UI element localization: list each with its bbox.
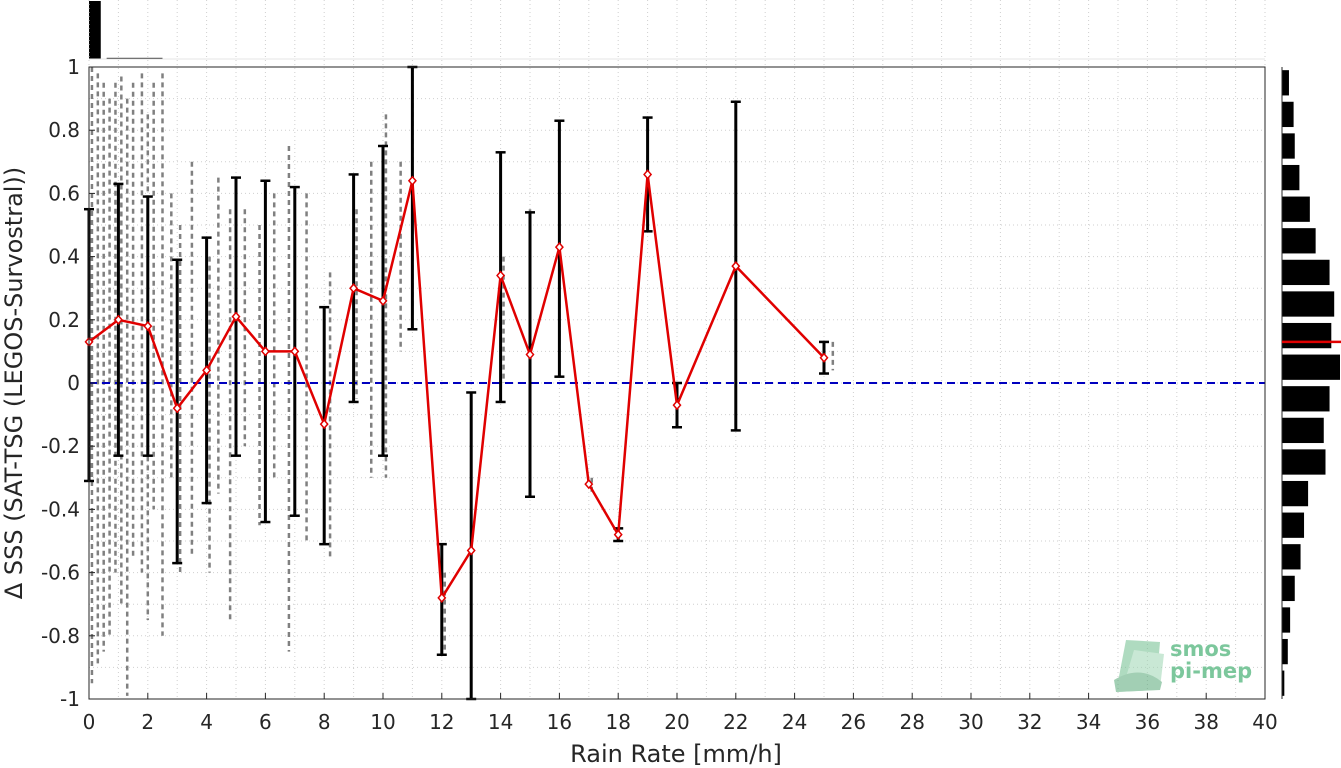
logo-mark-icon — [1114, 640, 1164, 692]
mean-point — [672, 399, 682, 411]
y-tick-label: 0.8 — [48, 118, 80, 142]
y-tick-label: 1 — [67, 55, 80, 79]
y-tick-label: 0.2 — [48, 308, 80, 332]
right-hist-bar — [1282, 480, 1309, 507]
mean-point — [319, 418, 329, 430]
y-tick-label: 0.6 — [48, 181, 80, 205]
y-tick-label: -0.4 — [41, 497, 80, 521]
top-hist-bar — [106, 57, 163, 59]
x-tick-label: 8 — [318, 710, 331, 734]
right-hist-bar — [1282, 291, 1335, 317]
mean-point — [613, 529, 623, 540]
mean-polyline — [88, 174, 825, 602]
x-tick-label: 24 — [782, 710, 807, 734]
x-axis-label: Rain Rate [mm/h] — [570, 740, 782, 768]
x-tick-label: 14 — [488, 710, 513, 734]
x-tick-label: 0 — [83, 710, 96, 734]
mean-line — [84, 169, 829, 604]
right-hist-bar — [1282, 544, 1301, 570]
right-hist-bar — [1282, 417, 1324, 444]
mean-point — [407, 175, 417, 186]
y-tick-label: 0.4 — [48, 245, 80, 269]
x-tick-label: 32 — [1017, 710, 1042, 734]
right-hist-bar — [1282, 607, 1291, 633]
x-tick-label: 20 — [664, 710, 689, 734]
axes — [88, 66, 1266, 700]
mean-point — [525, 349, 535, 360]
mean-point — [143, 320, 153, 332]
right-hist-bar — [1282, 386, 1330, 412]
right-hist-bar — [1282, 70, 1289, 96]
x-tick-label: 12 — [429, 710, 454, 734]
mean-point — [349, 283, 359, 294]
mean-point — [231, 311, 241, 322]
y-tick-label: 0 — [67, 371, 80, 395]
top-hist-bar — [89, 1, 101, 59]
y-tick-label: -0.6 — [41, 561, 80, 585]
logo-line1: smos — [1170, 637, 1231, 661]
x-tick-label: 10 — [370, 710, 395, 734]
x-tick-labels: 0 2 4 6 8 10 12 14 16 18 20 22 24 26 28 30 32 34 36 38 40 — [83, 710, 1278, 734]
right-hist-bar — [1282, 670, 1285, 696]
smos-pi-mep-logo: smos pi-mep — [1114, 637, 1252, 692]
x-tick-label: 4 — [200, 710, 213, 734]
right-hist-bar — [1282, 259, 1330, 286]
y-tick-label: -0.8 — [41, 624, 80, 648]
x-tick-label: 38 — [1193, 710, 1218, 734]
mean-point — [437, 592, 447, 604]
x-tick-label: 30 — [958, 710, 983, 734]
logo-line2: pi-mep — [1170, 659, 1252, 683]
y-tick-labels: 1 0.8 0.6 0.4 0.2 0 -0.2 -0.4 -0.6 -0.8 -1 — [41, 55, 80, 711]
right-hist-bar — [1282, 133, 1295, 159]
right-hist-bar — [1282, 354, 1340, 380]
mean-point — [260, 346, 270, 357]
right-hist-bar — [1282, 101, 1294, 128]
right-hist-bar — [1282, 228, 1316, 254]
x-tick-label: 18 — [605, 710, 630, 734]
right-hist-bar — [1282, 638, 1288, 665]
x-tick-label: 6 — [259, 710, 272, 734]
x-tick-label: 26 — [841, 710, 866, 734]
x-tick-label: 34 — [1076, 710, 1101, 734]
right-hist-bar — [1282, 575, 1295, 602]
mean-point — [290, 346, 300, 357]
mean-point — [584, 478, 594, 490]
right-hist-bar — [1282, 322, 1332, 349]
y-tick-label: -1 — [60, 687, 80, 711]
mean-point — [113, 314, 123, 325]
mean-point — [819, 352, 829, 363]
y-tick-label: -0.2 — [41, 434, 80, 458]
mean-point — [202, 365, 212, 376]
x-tick-label: 40 — [1252, 710, 1277, 734]
right-hist-bar — [1282, 164, 1300, 191]
x-tick-label: 36 — [1135, 710, 1160, 734]
top-histogram — [89, 1, 1265, 60]
mean-point — [172, 403, 182, 414]
mean-point — [731, 260, 741, 272]
mean-point — [643, 169, 653, 180]
right-hist-bar — [1282, 196, 1310, 222]
x-tick-label: 2 — [141, 710, 154, 734]
mean-point — [378, 295, 388, 306]
x-tick-label: 16 — [547, 710, 572, 734]
x-tick-label: 28 — [899, 710, 924, 734]
right-hist-bar — [1282, 512, 1305, 538]
mean-point — [554, 241, 564, 253]
right-histogram — [1281, 67, 1341, 699]
mean-point — [466, 545, 476, 556]
right-hist-bar — [1282, 449, 1326, 475]
mean-point — [496, 270, 506, 281]
y-axis-label: Δ SSS (SAT-TSG (LEGOS-Survostral)) — [0, 167, 28, 599]
x-tick-label: 22 — [723, 710, 748, 734]
